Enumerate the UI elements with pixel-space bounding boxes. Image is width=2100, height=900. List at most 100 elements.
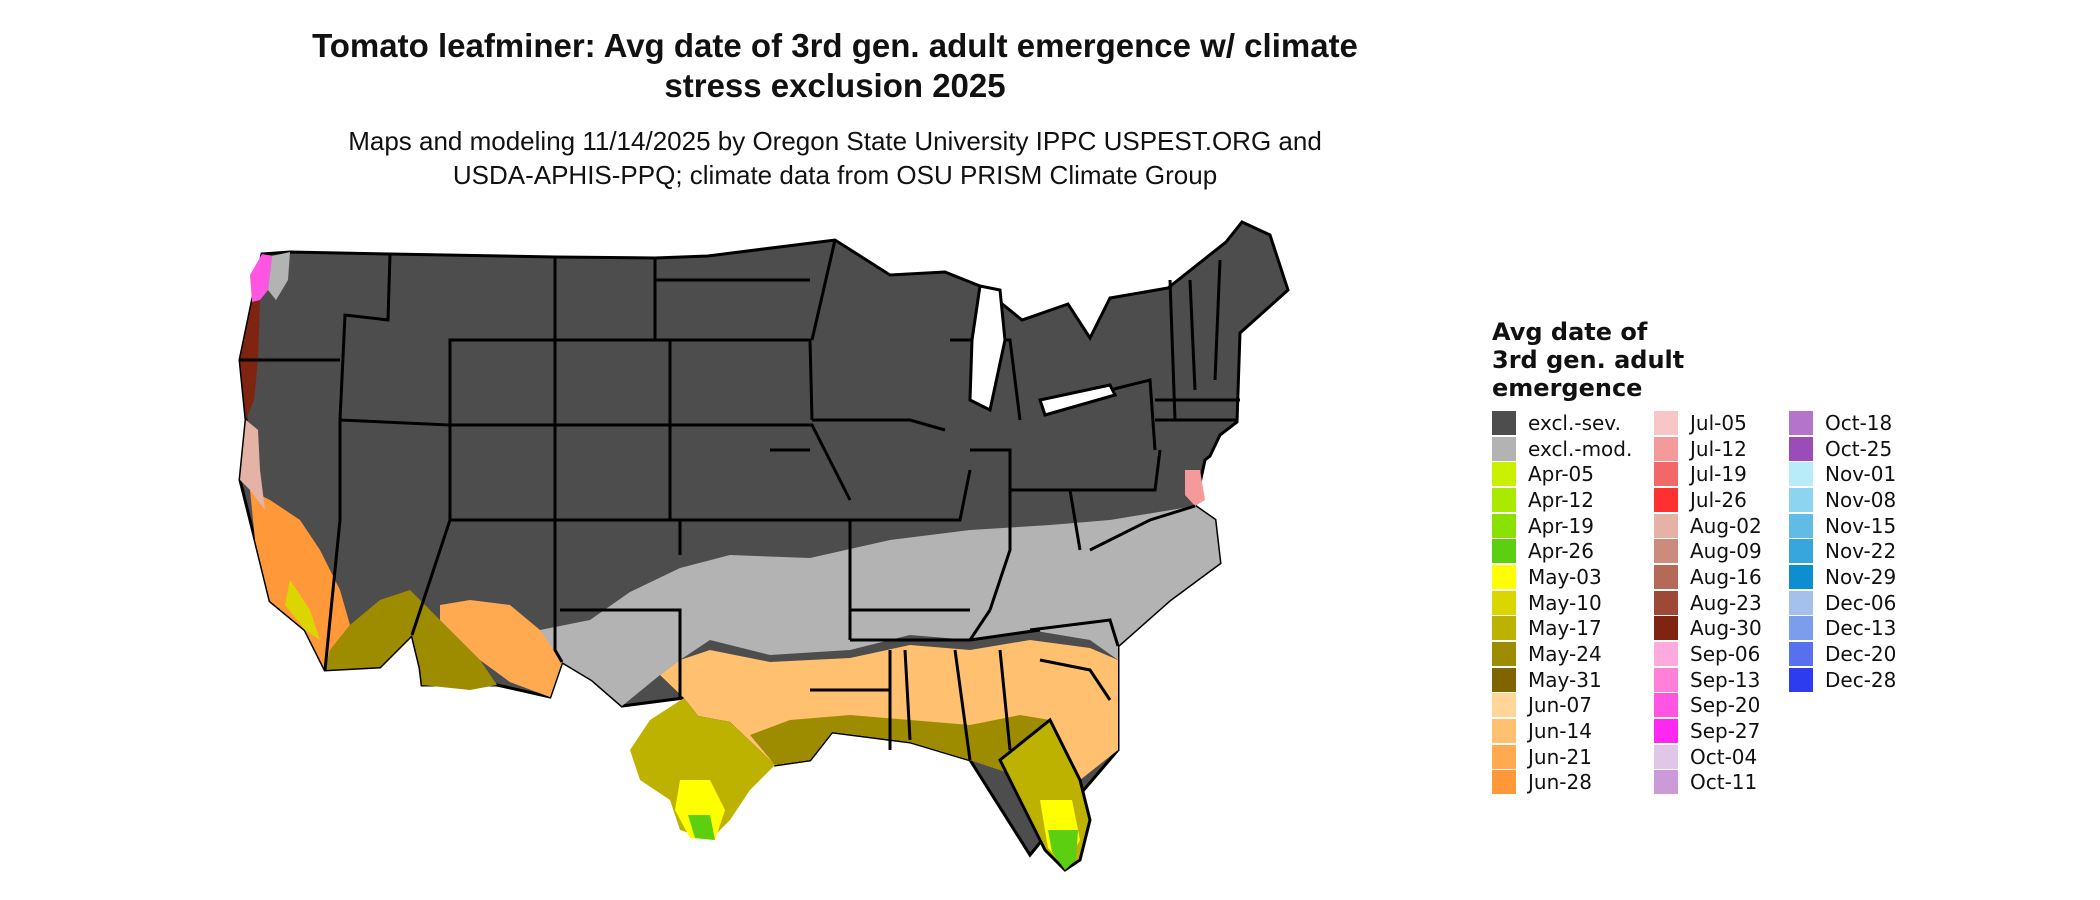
- legend-label: Sep-27: [1690, 719, 1761, 744]
- legend-item: Dec-28: [1789, 667, 1896, 693]
- legend-label: Apr-05: [1528, 462, 1594, 487]
- legend-item: excl.-mod.: [1492, 436, 1632, 462]
- legend-label: Sep-20: [1690, 693, 1761, 718]
- legend-swatch: [1654, 487, 1678, 512]
- title-line-2: stress exclusion 2025: [664, 67, 1006, 104]
- legend-swatch: [1654, 410, 1678, 435]
- legend-item: Nov-01: [1789, 461, 1896, 487]
- southwest-may-zone: [325, 590, 497, 690]
- lake-michigan: [968, 284, 1007, 413]
- legend-swatch: [1789, 513, 1813, 538]
- legend-item: Apr-12: [1492, 487, 1632, 513]
- legend-label: Jul-12: [1690, 436, 1747, 461]
- legend-swatch: [1654, 770, 1678, 795]
- legend-label: Dec-13: [1825, 616, 1897, 641]
- legend-label: Nov-08: [1825, 487, 1897, 512]
- legend-swatch: [1654, 744, 1678, 769]
- subtitle-line-2: USDA-APHIS-PPQ; climate data from OSU PR…: [452, 160, 1218, 190]
- legend-label: Dec-28: [1825, 667, 1897, 692]
- legend-label: Oct-04: [1690, 744, 1758, 769]
- legend-item: Dec-13: [1789, 616, 1896, 642]
- legend-column-2: Jul-05 Jul-12 Jul-19 Jul-26 Aug-02 Aug-09 Aug-…: [1654, 410, 1762, 795]
- legend-label: Jul-05: [1690, 410, 1747, 435]
- may-zone-gulf: [750, 715, 1080, 780]
- legend-swatch: [1654, 642, 1678, 667]
- legend-item: Oct-25: [1789, 436, 1896, 462]
- legend-label: May-17: [1528, 616, 1602, 641]
- legend-item: Sep-06: [1654, 641, 1762, 667]
- lake-erie: [1038, 383, 1118, 417]
- legend-swatch: [1789, 462, 1813, 487]
- map-subtitle: Maps and modeling 11/14/2025 by Oregon S…: [230, 124, 1440, 192]
- legend-label: Sep-13: [1690, 667, 1761, 692]
- legend-item: Dec-20: [1789, 641, 1896, 667]
- legend-swatch: [1492, 564, 1516, 589]
- legend-swatch: [1492, 410, 1516, 435]
- legend-label: Jun-21: [1528, 744, 1592, 769]
- legend-swatch: [1789, 590, 1813, 615]
- legend-label: Apr-19: [1528, 513, 1594, 538]
- legend-label: May-10: [1528, 590, 1602, 615]
- legend-item: Aug-02: [1654, 513, 1762, 539]
- washington-moderate: [268, 252, 290, 300]
- legend-item: Jul-12: [1654, 436, 1762, 462]
- legend-swatch: [1654, 564, 1678, 589]
- legend-label: excl.-sev.: [1528, 410, 1621, 435]
- legend-swatch: [1492, 667, 1516, 692]
- legend-label: Jul-19: [1690, 462, 1747, 487]
- legend-item: Aug-16: [1654, 564, 1762, 590]
- legend-label: Sep-06: [1690, 642, 1761, 667]
- legend-swatch: [1789, 642, 1813, 667]
- legend-item: Dec-06: [1789, 590, 1896, 616]
- california-central-may: [285, 580, 320, 640]
- texas-may-zone: [630, 698, 775, 840]
- legend-swatch: [1789, 564, 1813, 589]
- legend-swatch: [1492, 487, 1516, 512]
- legend-item: Sep-20: [1654, 693, 1762, 719]
- legend-label: May-24: [1528, 642, 1602, 667]
- legend-item: Apr-26: [1492, 538, 1632, 564]
- legend-item: Aug-30: [1654, 616, 1762, 642]
- legend-swatch: [1654, 616, 1678, 641]
- california-june-zone: [250, 490, 350, 670]
- legend-swatch: [1492, 513, 1516, 538]
- southwest-june-zone: [440, 600, 562, 697]
- legend-label: Aug-09: [1690, 539, 1762, 564]
- legend-label: Jul-26: [1690, 487, 1747, 512]
- state-borders: [240, 239, 1240, 761]
- legend-swatch: [1789, 487, 1813, 512]
- legend-item: May-10: [1492, 590, 1632, 616]
- legend-item: Jul-19: [1654, 461, 1762, 487]
- legend-label: Jun-28: [1528, 770, 1592, 795]
- legend-item: Jul-26: [1654, 487, 1762, 513]
- legend-swatch: [1654, 667, 1678, 692]
- legend-label: Nov-29: [1825, 564, 1897, 589]
- legend-item: Sep-13: [1654, 667, 1762, 693]
- map-title: Tomato leafminer: Avg date of 3rd gen. a…: [230, 26, 1440, 106]
- legend-swatch: [1789, 410, 1813, 435]
- legend-label: May-31: [1528, 667, 1602, 692]
- legend-item: Jun-28: [1492, 770, 1632, 796]
- legend-label: Oct-18: [1825, 410, 1893, 435]
- legend-swatch: [1789, 539, 1813, 564]
- legend-label: excl.-mod.: [1528, 436, 1633, 461]
- legend-swatch: [1654, 436, 1678, 461]
- us-map: [238, 220, 1290, 872]
- legend-label: Aug-16: [1690, 564, 1762, 589]
- legend-swatch: [1492, 719, 1516, 744]
- legend-label: Nov-01: [1825, 462, 1897, 487]
- legend-swatch: [1654, 590, 1678, 615]
- legend-item: Apr-05: [1492, 461, 1632, 487]
- legend-swatch: [1492, 590, 1516, 615]
- texas-tip-april: [688, 815, 715, 840]
- legend-item: Jun-07: [1492, 693, 1632, 719]
- washington-coast-sept: [250, 254, 272, 302]
- legend-swatch: [1492, 770, 1516, 795]
- legend-label: Nov-22: [1825, 539, 1897, 564]
- legend-label: Jun-14: [1528, 719, 1592, 744]
- legend-column-1: excl.-sev. excl.-mod. Apr-05 Apr-12 Apr-19 Ap…: [1492, 410, 1632, 795]
- legend-item: May-24: [1492, 641, 1632, 667]
- map-legend: Avg date of 3rd gen. adult emergence exc…: [1492, 318, 2092, 878]
- legend-label: Jun-07: [1528, 693, 1592, 718]
- legend-item: May-31: [1492, 667, 1632, 693]
